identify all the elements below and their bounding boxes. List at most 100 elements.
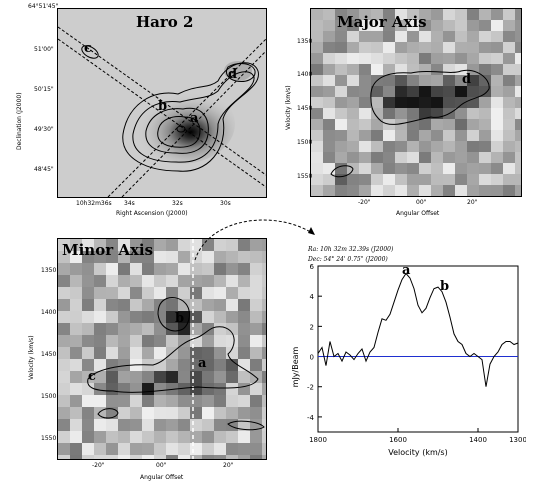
pixel-cell bbox=[347, 185, 359, 196]
pixel-cell bbox=[106, 443, 118, 455]
y-tick-label: 2 bbox=[310, 323, 314, 331]
haro2-image-panel: Haro 2 c b a d bbox=[57, 8, 267, 198]
pixel-cell bbox=[178, 275, 190, 287]
pixel-cell bbox=[311, 97, 323, 108]
pixel-cell bbox=[178, 419, 190, 431]
pixel-cell bbox=[383, 141, 395, 152]
pixel-cell bbox=[142, 263, 154, 275]
pixel-cell bbox=[202, 347, 214, 359]
haro2-dec-tick-3: 49'30" bbox=[34, 126, 54, 133]
pixel-cell bbox=[311, 64, 323, 75]
pixel-cell bbox=[395, 174, 407, 185]
pixel-cell bbox=[262, 371, 266, 383]
pixel-cell bbox=[311, 9, 323, 20]
pixel-cell bbox=[118, 371, 130, 383]
minor-y-tick-4: 1500 bbox=[41, 393, 57, 400]
pixel-cell bbox=[82, 263, 94, 275]
pixel-cell bbox=[226, 335, 238, 347]
minor-y-tick-2: 1400 bbox=[41, 309, 57, 316]
pixel-cell bbox=[238, 323, 250, 335]
pixel-cell bbox=[118, 335, 130, 347]
pixel-cell bbox=[515, 141, 521, 152]
pixel-cell bbox=[347, 86, 359, 97]
pixel-cell bbox=[335, 86, 347, 97]
pixel-cell bbox=[419, 53, 431, 64]
pixel-cell bbox=[431, 86, 443, 97]
pixel-cell bbox=[190, 335, 202, 347]
pixel-cell bbox=[419, 31, 431, 42]
pixel-cell bbox=[335, 163, 347, 174]
pixel-cell bbox=[515, 9, 521, 20]
pixel-cell bbox=[94, 383, 106, 395]
spectrum-xlabel: Velocity (km/s) bbox=[388, 448, 447, 457]
pixel-cell bbox=[178, 455, 190, 459]
pixel-cell bbox=[214, 239, 226, 251]
pixel-cell bbox=[130, 395, 142, 407]
pixel-cell bbox=[395, 42, 407, 53]
pixel-cell bbox=[515, 174, 521, 185]
pixel-cell bbox=[419, 130, 431, 141]
pixel-cell bbox=[250, 287, 262, 299]
pixel-cell bbox=[238, 455, 250, 459]
pixel-cell bbox=[515, 42, 521, 53]
pixel-cell bbox=[455, 86, 467, 97]
pixel-cell bbox=[311, 53, 323, 64]
pixel-cell bbox=[250, 359, 262, 371]
pixel-cell bbox=[419, 64, 431, 75]
pixel-cell bbox=[515, 185, 521, 196]
pixel-cell bbox=[467, 141, 479, 152]
pixel-cell bbox=[347, 64, 359, 75]
pixel-cell bbox=[250, 347, 262, 359]
pixel-cell bbox=[467, 31, 479, 42]
pixel-cell bbox=[515, 163, 521, 174]
pixel-cell bbox=[323, 53, 335, 64]
pixel-cell bbox=[118, 287, 130, 299]
pixel-cell bbox=[58, 347, 70, 359]
pixel-cell bbox=[226, 239, 238, 251]
pixel-cell bbox=[503, 53, 515, 64]
haro2-label-b: b bbox=[158, 99, 168, 114]
pixel-cell bbox=[395, 53, 407, 64]
pixel-cell bbox=[335, 75, 347, 86]
pixel-cell bbox=[311, 108, 323, 119]
pixel-cell bbox=[503, 9, 515, 20]
pixel-cell bbox=[262, 299, 266, 311]
pixel-cell bbox=[142, 275, 154, 287]
pixel-cell bbox=[82, 311, 94, 323]
pixel-cell bbox=[130, 419, 142, 431]
pixel-cell bbox=[130, 443, 142, 455]
pixel-cell bbox=[467, 119, 479, 130]
minor-label-a: a bbox=[198, 356, 207, 371]
pixel-cell bbox=[503, 174, 515, 185]
pixel-cell bbox=[443, 53, 455, 64]
pixel-cell bbox=[359, 108, 371, 119]
pixel-cell bbox=[323, 64, 335, 75]
haro2-xlabel: Right Ascension (J2000) bbox=[116, 210, 188, 217]
pixel-cell bbox=[467, 130, 479, 141]
pixel-cell bbox=[214, 383, 226, 395]
pixel-cell bbox=[479, 75, 491, 86]
haro2-ra-tick-4: 30s bbox=[220, 200, 231, 207]
pixel-cell bbox=[371, 119, 383, 130]
minor-x-tick-2: 00" bbox=[156, 462, 167, 469]
pixel-cell bbox=[250, 395, 262, 407]
pixel-cell bbox=[443, 174, 455, 185]
pixel-cell bbox=[250, 443, 262, 455]
pixel-cell bbox=[431, 31, 443, 42]
pixel-cell bbox=[503, 20, 515, 31]
pixel-cell bbox=[130, 239, 142, 251]
pixel-cell bbox=[347, 97, 359, 108]
pixel-cell bbox=[383, 130, 395, 141]
pixel-cell bbox=[371, 163, 383, 174]
pixel-cell bbox=[503, 42, 515, 53]
spectrum-frame bbox=[317, 265, 519, 433]
pixel-cell bbox=[371, 31, 383, 42]
pixel-cell bbox=[130, 299, 142, 311]
pixel-cell bbox=[70, 383, 82, 395]
pixel-cell bbox=[94, 251, 106, 263]
pixel-cell bbox=[467, 9, 479, 20]
pixel-cell bbox=[142, 287, 154, 299]
pixel-cell bbox=[154, 443, 166, 455]
pixel-cell bbox=[118, 239, 130, 251]
pixel-cell bbox=[142, 251, 154, 263]
